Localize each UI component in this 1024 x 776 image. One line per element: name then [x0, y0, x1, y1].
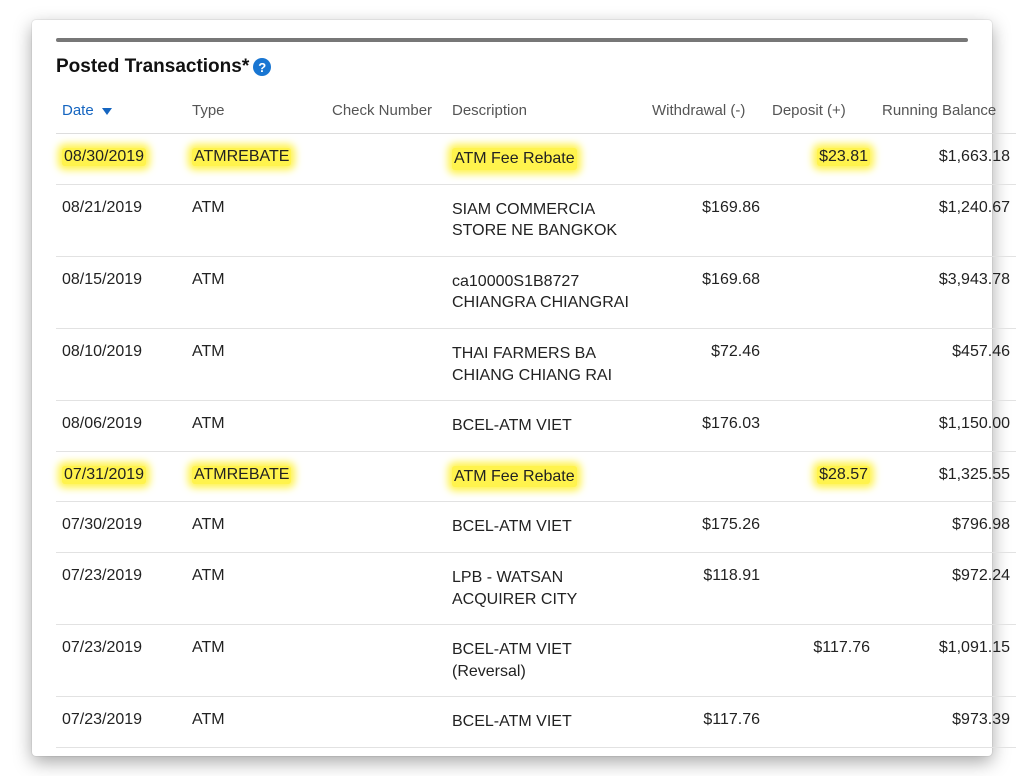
section-title-text: Posted Transactions*	[56, 56, 249, 78]
cell-withdrawal: $175.26	[646, 502, 766, 553]
table-row[interactable]: 07/23/2019ATM BCEL-ATM VIET (Reversal) $11…	[56, 625, 1016, 697]
col-header-deposit[interactable]: Deposit (+)	[766, 92, 876, 134]
cell-withdrawal: $72.46	[646, 328, 766, 400]
cell-check	[326, 256, 446, 328]
table-row[interactable]: 07/23/2019ATMLPB - WATSAN ACQUIRER CITY$…	[56, 552, 1016, 624]
cell-description: BCEL-ATM VIET	[446, 401, 646, 452]
cell-withdrawal: $117.76	[646, 697, 766, 748]
cell-type: ATM	[186, 697, 326, 748]
table-header-row: Date Type Check Number Description Withd…	[56, 92, 1016, 134]
cell-balance: $972.24	[876, 552, 1016, 624]
col-header-date[interactable]: Date	[56, 92, 186, 134]
sort-caret-icon	[102, 108, 112, 115]
cell-deposit	[766, 256, 876, 328]
cell-type: ATM	[186, 184, 326, 256]
cell-date: 08/06/2019	[56, 401, 186, 452]
cell-date: 07/23/2019	[56, 697, 186, 748]
cell-type: ATM	[186, 552, 326, 624]
cell-date: 08/15/2019	[56, 256, 186, 328]
cell-withdrawal: $176.03	[646, 401, 766, 452]
transactions-table: Date Type Check Number Description Withd…	[56, 92, 1016, 748]
cell-withdrawal	[646, 625, 766, 697]
cell-type: ATM	[186, 401, 326, 452]
table-row[interactable]: 07/31/2019ATMREBATE ATM Fee Rebate $28.57$…	[56, 451, 1016, 502]
cell-balance: $1,150.00	[876, 401, 1016, 452]
cell-description: THAI FARMERS BA CHIANG CHIANG RAI	[446, 328, 646, 400]
cell-deposit: $23.81	[766, 134, 876, 185]
cell-check	[326, 401, 446, 452]
cell-description: BCEL-ATM VIET	[446, 502, 646, 553]
cell-check	[326, 625, 446, 697]
col-header-balance[interactable]: Running Balance	[876, 92, 1016, 134]
cell-description: ca10000S1B8727 CHIANGRA CHIANGRAI	[446, 256, 646, 328]
cell-withdrawal: $169.86	[646, 184, 766, 256]
section-title: Posted Transactions* ?	[56, 56, 968, 78]
table-row[interactable]: 07/30/2019ATM BCEL-ATM VIET$175.26 $796.98	[56, 502, 1016, 553]
help-icon[interactable]: ?	[253, 58, 271, 76]
cell-withdrawal	[646, 451, 766, 502]
cell-type: ATM	[186, 625, 326, 697]
cell-type: ATMREBATE	[186, 451, 326, 502]
cell-balance: $973.39	[876, 697, 1016, 748]
transactions-panel: Posted Transactions* ? Date Type Check N…	[32, 20, 992, 756]
cell-withdrawal: $118.91	[646, 552, 766, 624]
cell-date: 07/31/2019	[56, 451, 186, 502]
table-row[interactable]: 08/06/2019ATM BCEL-ATM VIET$176.03 $1,150.…	[56, 401, 1016, 452]
cell-date: 08/21/2019	[56, 184, 186, 256]
cell-date: 07/23/2019	[56, 625, 186, 697]
cell-withdrawal	[646, 134, 766, 185]
cell-check	[326, 328, 446, 400]
cell-type: ATM	[186, 256, 326, 328]
cell-deposit	[766, 697, 876, 748]
cell-check	[326, 552, 446, 624]
col-header-withdrawal[interactable]: Withdrawal (-)	[646, 92, 766, 134]
col-header-type[interactable]: Type	[186, 92, 326, 134]
cell-balance: $457.46	[876, 328, 1016, 400]
cell-deposit	[766, 401, 876, 452]
cell-description: LPB - WATSAN ACQUIRER CITY	[446, 552, 646, 624]
cell-check	[326, 451, 446, 502]
table-row[interactable]: 08/10/2019ATM THAI FARMERS BA CHIANG CHIA…	[56, 328, 1016, 400]
cell-balance: $796.98	[876, 502, 1016, 553]
cell-balance: $3,943.78	[876, 256, 1016, 328]
cell-deposit: $28.57	[766, 451, 876, 502]
cell-check	[326, 184, 446, 256]
cell-balance: $1,240.67	[876, 184, 1016, 256]
cell-description: SIAM COMMERCIA STORE NE BANGKOK	[446, 184, 646, 256]
cell-description: BCEL-ATM VIET (Reversal)	[446, 625, 646, 697]
cell-type: ATM	[186, 328, 326, 400]
cell-date: 08/30/2019	[56, 134, 186, 185]
panel-top-rule	[56, 38, 968, 42]
cell-check	[326, 697, 446, 748]
cell-deposit	[766, 184, 876, 256]
cell-deposit	[766, 502, 876, 553]
table-row[interactable]: 08/21/2019ATM SIAM COMMERCIA STORE NE BAN…	[56, 184, 1016, 256]
col-header-check[interactable]: Check Number	[326, 92, 446, 134]
cell-description: ATM Fee Rebate	[446, 451, 646, 502]
col-header-description[interactable]: Description	[446, 92, 646, 134]
cell-check	[326, 134, 446, 185]
col-header-date-label: Date	[62, 102, 94, 119]
table-row[interactable]: 08/30/2019ATMREBATE ATM Fee Rebate $23.81$…	[56, 134, 1016, 185]
cell-balance: $1,663.18	[876, 134, 1016, 185]
cell-description: ATM Fee Rebate	[446, 134, 646, 185]
cell-balance: $1,091.15	[876, 625, 1016, 697]
cell-deposit: $117.76	[766, 625, 876, 697]
cell-balance: $1,325.55	[876, 451, 1016, 502]
cell-deposit	[766, 328, 876, 400]
cell-date: 08/10/2019	[56, 328, 186, 400]
table-row[interactable]: 07/23/2019ATM BCEL-ATM VIET$117.76 $973.39	[56, 697, 1016, 748]
cell-deposit	[766, 552, 876, 624]
cell-check	[326, 502, 446, 553]
cell-date: 07/30/2019	[56, 502, 186, 553]
cell-type: ATMREBATE	[186, 134, 326, 185]
cell-description: BCEL-ATM VIET	[446, 697, 646, 748]
cell-withdrawal: $169.68	[646, 256, 766, 328]
cell-type: ATM	[186, 502, 326, 553]
cell-date: 07/23/2019	[56, 552, 186, 624]
table-row[interactable]: 08/15/2019ATM ca10000S1B8727 CHIANGRA CHI…	[56, 256, 1016, 328]
